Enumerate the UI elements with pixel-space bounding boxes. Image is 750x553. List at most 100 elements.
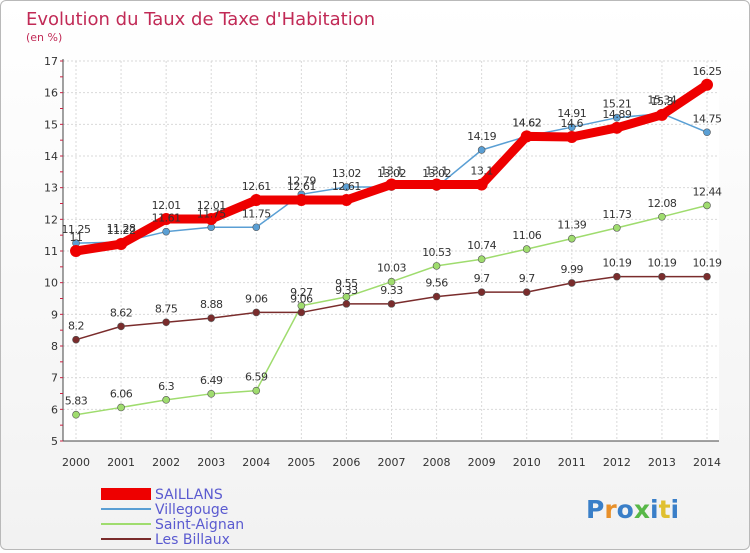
data-label: 11.39 <box>557 219 586 232</box>
data-point <box>295 194 308 207</box>
y-tick-label: 8 <box>51 340 58 353</box>
x-tick-label: 2002 <box>152 456 180 469</box>
data-point <box>655 108 668 121</box>
data-point <box>342 300 351 308</box>
series-saillans <box>70 78 713 257</box>
y-tick-label: 12 <box>44 213 58 226</box>
data-label: 11.28 <box>107 222 136 235</box>
data-label: 14.62 <box>512 116 541 129</box>
data-point <box>432 262 441 270</box>
data-label: 14.91 <box>557 107 586 120</box>
x-tick-label: 2005 <box>287 456 315 469</box>
legend-label-les-billaux: Les Billaux <box>155 532 230 548</box>
x-tick-label: 2003 <box>197 456 225 469</box>
data-label: 9.06 <box>245 292 268 305</box>
legend-label-saillans: SAILLANS <box>155 487 223 503</box>
legend-swatch-saillans <box>101 488 151 500</box>
data-point <box>207 390 216 398</box>
data-label: 9.33 <box>335 284 358 297</box>
data-label: 10.03 <box>377 262 406 275</box>
data-label: 12.61 <box>242 180 271 193</box>
data-point <box>117 403 125 412</box>
data-label: 15.34 <box>647 94 676 107</box>
data-point <box>160 213 173 226</box>
data-point <box>385 178 398 191</box>
x-tick-label: 2000 <box>62 456 90 469</box>
y-axis: 5 6 7 8 9 10 11 12 13 14 15 16 17 <box>44 55 64 448</box>
data-point <box>477 255 486 264</box>
data-label: 14.19 <box>467 130 496 143</box>
data-point <box>117 322 125 331</box>
data-label: 14.89 <box>602 108 631 121</box>
data-point <box>613 224 621 232</box>
x-tick-label: 2009 <box>468 456 496 469</box>
chart-title: Evolution du Taux de Taxe d'Habitation <box>26 9 375 30</box>
data-point <box>701 78 713 91</box>
data-label: 10.53 <box>422 246 451 259</box>
x-tick-label: 2001 <box>107 456 135 469</box>
logo-letter: t <box>659 495 671 524</box>
data-point <box>703 128 711 137</box>
y-tick-label: 10 <box>44 277 58 290</box>
data-label: 6.49 <box>200 374 223 387</box>
data-label: 6.3 <box>158 380 174 393</box>
data-label: 11.61 <box>152 212 181 225</box>
data-label: 15.21 <box>602 98 631 111</box>
data-label: 12.01 <box>152 199 181 212</box>
y-tick-label: 14 <box>44 150 58 163</box>
data-label: 13.02 <box>422 167 451 180</box>
y-tick-label: 17 <box>44 55 58 68</box>
data-label: 11 <box>70 231 83 244</box>
data-point <box>115 238 128 251</box>
y-tick-label: 11 <box>44 245 58 258</box>
data-label: 10.74 <box>467 239 496 252</box>
data-label: 16.25 <box>693 65 722 78</box>
y-tick-label: 9 <box>51 308 58 321</box>
data-point <box>522 288 531 296</box>
data-label: 12.01 <box>197 199 226 212</box>
data-label: 8.88 <box>200 298 223 311</box>
data-label: 11.22 <box>107 224 136 237</box>
y-tick-label: 6 <box>51 403 58 416</box>
data-point <box>252 308 261 317</box>
y-tick-label: 7 <box>51 372 58 385</box>
data-label: 12.61 <box>287 180 316 193</box>
data-label: 13.1 <box>470 165 493 178</box>
data-point <box>567 279 576 287</box>
x-tick-label: 2012 <box>603 456 631 469</box>
data-point <box>70 245 82 257</box>
x-tick-label: 2013 <box>648 456 676 469</box>
logo-text: Proxiti <box>586 495 679 524</box>
x-tick-label: 2010 <box>513 456 541 469</box>
data-point <box>432 292 441 301</box>
data-point <box>387 300 396 308</box>
data-point <box>522 245 531 253</box>
logo-letter: o <box>617 495 634 524</box>
data-label: 10.19 <box>602 257 631 270</box>
data-label: 11.06 <box>512 229 541 242</box>
data-label: 14.75 <box>693 112 722 125</box>
data-point <box>340 194 353 207</box>
data-label: 13.1 <box>380 165 403 178</box>
x-tick-label: 2007 <box>378 456 406 469</box>
proxiti-logo: Proxiti <box>586 495 679 524</box>
data-point <box>297 308 306 317</box>
data-label: 6.59 <box>245 371 268 384</box>
data-point <box>72 410 80 419</box>
data-point <box>658 213 666 221</box>
chart-subtitle: (en %) <box>26 31 62 44</box>
series-saint-aignan <box>72 201 711 419</box>
data-point <box>567 234 576 243</box>
logo-letter: r <box>604 495 617 524</box>
data-label: 15.3 <box>651 95 674 108</box>
data-point <box>475 178 488 191</box>
data-label: 8.2 <box>68 320 84 333</box>
data-point <box>430 178 443 191</box>
data-point <box>477 288 486 296</box>
data-label: 12.61 <box>332 180 361 193</box>
data-label: 6.06 <box>110 387 133 400</box>
data-label: 13.1 <box>425 165 448 178</box>
